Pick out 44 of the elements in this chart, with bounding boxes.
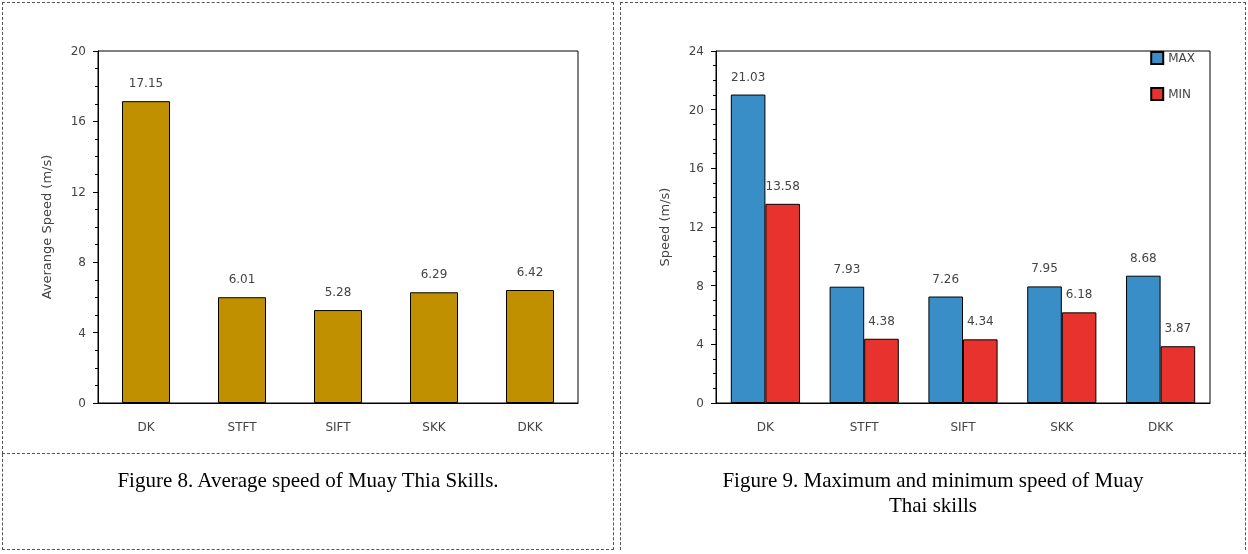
data-label: 6.29 xyxy=(420,267,448,282)
data-label: 7.93 xyxy=(833,261,861,276)
data-label: 6.42 xyxy=(516,265,544,280)
data-label: 17.15 xyxy=(128,76,164,91)
y-tick-label: 12 xyxy=(688,220,704,234)
data-label: 8.68 xyxy=(1129,250,1157,265)
data-label: 13.58 xyxy=(765,178,800,193)
x-tick-label: STFT xyxy=(849,420,880,434)
y-tick-label: 24 xyxy=(688,44,704,58)
data-label: 3.87 xyxy=(1164,321,1192,336)
x-tick-label: DK xyxy=(756,420,776,434)
x-tick-label: SKK xyxy=(422,420,447,434)
x-tick-label: SKK xyxy=(1050,420,1075,434)
legend-label: MIN xyxy=(1168,87,1192,101)
y-tick-label: 20 xyxy=(70,44,86,58)
y-tick-label: 20 xyxy=(688,102,704,117)
data-label: 7.95 xyxy=(1031,261,1058,276)
data-label: 4.38 xyxy=(868,313,895,328)
data-label: 4.34 xyxy=(966,314,994,329)
y-tick-label: 4 xyxy=(696,337,704,352)
x-tick-label: DKK xyxy=(517,420,544,434)
y-tick-label: 16 xyxy=(70,114,86,129)
x-tick-label: DK xyxy=(137,420,156,434)
y-axis-title: Averange Speed (m/s) xyxy=(39,154,54,300)
y-tick-label: 8 xyxy=(696,278,704,293)
data-label: 6.18 xyxy=(1065,287,1093,302)
data-label: 5.28 xyxy=(324,285,352,300)
y-tick-label: 16 xyxy=(688,161,704,176)
legend-label: MAX xyxy=(1168,51,1196,65)
y-tick-label: 0 xyxy=(696,396,704,410)
y-axis-title: Speed (m/s) xyxy=(657,187,672,267)
x-tick-label: SIFT xyxy=(325,420,352,434)
x-tick-label: STFT xyxy=(227,420,258,434)
data-label: 21.03 xyxy=(730,69,766,84)
x-tick-label: DKK xyxy=(1148,420,1175,434)
data-label: 6.01 xyxy=(228,272,256,287)
y-tick-label: 12 xyxy=(70,184,86,199)
x-tick-label: SIFT xyxy=(950,420,977,434)
data-label: 7.26 xyxy=(932,271,960,286)
caption: Figure 9. Maximum and minimum speed of Muay Thai skills xyxy=(722,468,1144,517)
y-tick-label: 0 xyxy=(78,396,86,410)
y-tick-label: 4 xyxy=(78,325,86,340)
caption: Figure 8. Average speed of Muay Thia Skills. xyxy=(117,468,499,492)
y-tick-label: 8 xyxy=(78,255,86,270)
